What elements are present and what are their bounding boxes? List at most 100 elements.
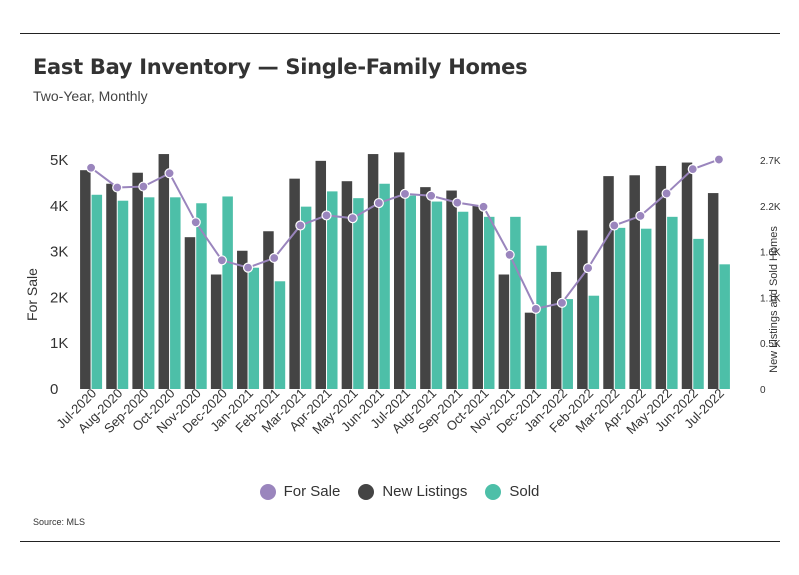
y-left-tick-label: 3K bbox=[50, 244, 68, 261]
bar-sold bbox=[483, 216, 495, 389]
point-for-sale bbox=[138, 181, 149, 192]
point-for-sale bbox=[635, 210, 646, 221]
bar-new-listings bbox=[420, 187, 431, 389]
point-for-sale bbox=[399, 188, 411, 199]
legend-swatch-new-listings bbox=[358, 483, 375, 500]
point-for-sale bbox=[164, 168, 175, 179]
bar-new-listings bbox=[655, 165, 667, 389]
bar-new-listings bbox=[629, 175, 640, 389]
bar-sold bbox=[536, 245, 547, 389]
y-right-tick-label: 0 bbox=[760, 385, 766, 396]
bar-sold bbox=[274, 281, 286, 389]
y-left-tick-label: 5K bbox=[50, 152, 68, 169]
y-right-tick-label: 1.1K bbox=[760, 293, 781, 304]
bar-sold bbox=[327, 191, 338, 389]
point-for-sale bbox=[85, 162, 97, 173]
bar-new-listings bbox=[550, 271, 562, 389]
point-for-sale bbox=[216, 255, 227, 266]
legend-label-for-sale: For Sale bbox=[283, 483, 341, 500]
point-for-sale bbox=[556, 297, 568, 308]
point-for-sale bbox=[295, 220, 306, 231]
point-for-sale bbox=[373, 197, 384, 209]
bar-sold bbox=[510, 216, 521, 389]
point-for-sale bbox=[609, 220, 620, 231]
top-rule bbox=[20, 33, 780, 34]
bar-new-listings bbox=[289, 178, 300, 389]
bar-new-listings bbox=[524, 312, 536, 389]
point-for-sale bbox=[661, 188, 672, 199]
legend-swatch-sold bbox=[485, 483, 502, 500]
y-right-tick-label: 1.6K bbox=[760, 248, 781, 259]
bar-sold bbox=[143, 197, 155, 389]
bar-new-listings bbox=[446, 190, 457, 389]
source-note: Source: MLS bbox=[33, 517, 86, 527]
bar-sold bbox=[431, 201, 443, 389]
bar-sold bbox=[614, 227, 626, 389]
bar-new-listings bbox=[210, 274, 222, 389]
bar-new-listings bbox=[577, 230, 588, 389]
chart-legend: For Sale New Listings Sold bbox=[0, 483, 799, 500]
bar-sold bbox=[248, 267, 260, 389]
point-for-sale bbox=[426, 190, 437, 201]
bar-new-listings bbox=[394, 152, 405, 389]
y-left-tick-label: 2K bbox=[50, 289, 68, 306]
point-for-sale bbox=[504, 249, 515, 260]
y-right-tick-label: 2.2K bbox=[760, 202, 781, 213]
legend-item-sold[interactable]: Sold bbox=[485, 483, 539, 500]
point-for-sale bbox=[687, 164, 698, 175]
bar-new-listings bbox=[132, 172, 143, 389]
bar-sold bbox=[457, 211, 469, 389]
bar-new-listings bbox=[472, 205, 483, 389]
y-left-tick-label: 1K bbox=[50, 335, 68, 352]
legend-label-sold: Sold bbox=[509, 483, 540, 500]
bar-new-listings bbox=[80, 170, 91, 389]
y-right-axis-label: New Listings and Sold Homes bbox=[768, 226, 780, 373]
bar-new-listings bbox=[237, 250, 248, 389]
legend-item-for-sale[interactable]: For Sale bbox=[259, 483, 341, 500]
bar-sold bbox=[588, 295, 600, 389]
point-for-sale bbox=[269, 252, 280, 264]
chart-subtitle: Two-Year, Monthly bbox=[33, 88, 148, 104]
bar-new-listings bbox=[498, 274, 510, 389]
point-for-sale bbox=[452, 197, 463, 208]
bar-new-listings bbox=[158, 154, 170, 389]
point-for-sale bbox=[713, 154, 725, 165]
bar-new-listings bbox=[707, 193, 719, 389]
chart-title: East Bay Inventory — Single-Family Homes bbox=[33, 55, 528, 79]
bar-sold bbox=[719, 264, 730, 389]
y-right-tick-label: 0.5K bbox=[760, 339, 781, 350]
bar-sold bbox=[170, 197, 181, 389]
bar-new-listings bbox=[184, 237, 196, 389]
bar-sold bbox=[222, 196, 233, 389]
bottom-rule bbox=[20, 541, 780, 542]
bar-new-listings bbox=[315, 160, 327, 389]
bar-new-listings bbox=[341, 181, 353, 389]
y-right-tick-label: 2.7K bbox=[760, 156, 781, 167]
point-for-sale bbox=[583, 262, 594, 274]
bar-sold bbox=[117, 200, 129, 389]
bar-new-listings bbox=[603, 176, 614, 389]
point-for-sale bbox=[190, 217, 201, 228]
point-for-sale bbox=[347, 213, 358, 224]
legend-item-new-listings[interactable]: New Listings bbox=[358, 483, 467, 500]
point-for-sale bbox=[242, 262, 254, 273]
point-for-sale bbox=[478, 201, 489, 212]
legend-label-new-listings: New Listings bbox=[382, 483, 468, 500]
bar-sold bbox=[693, 238, 704, 389]
bar-new-listings bbox=[681, 162, 693, 389]
bar-sold bbox=[405, 195, 416, 389]
bar-sold bbox=[353, 198, 364, 389]
y-left-axis-label: For Sale bbox=[24, 268, 40, 321]
point-for-sale bbox=[530, 303, 541, 314]
point-for-sale bbox=[112, 182, 123, 193]
bar-sold bbox=[300, 206, 312, 389]
bar-sold bbox=[562, 299, 573, 389]
legend-swatch-for-sale bbox=[259, 483, 276, 500]
bar-sold bbox=[196, 203, 207, 389]
bar-sold bbox=[379, 183, 390, 389]
bar-sold bbox=[91, 194, 103, 389]
bar-new-listings bbox=[263, 231, 274, 389]
point-for-sale bbox=[321, 210, 332, 221]
bar-sold bbox=[640, 228, 652, 389]
